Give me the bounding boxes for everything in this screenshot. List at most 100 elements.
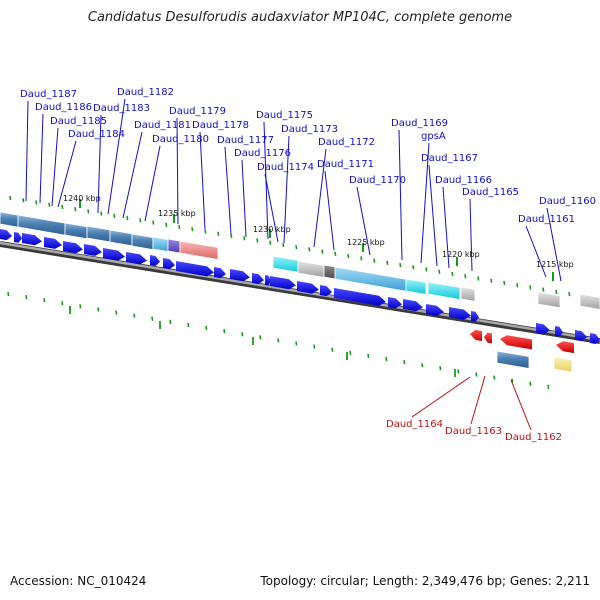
inner-tick bbox=[61, 301, 64, 306]
gene-label: Daud_1185 bbox=[50, 116, 107, 127]
kbp-tick-label: 1240 kbp bbox=[63, 194, 101, 203]
gene-label: Daud_1182 bbox=[117, 87, 174, 98]
gene-leader-line bbox=[470, 375, 486, 425]
gene-label: Daud_1170 bbox=[349, 175, 406, 186]
outer-tick bbox=[334, 251, 337, 257]
outer-tick bbox=[295, 245, 298, 250]
inner-tick bbox=[529, 381, 532, 386]
cog-band-blue bbox=[131, 233, 154, 251]
gene-leader-line bbox=[428, 164, 438, 267]
genome-summary-text: Topology: circular; Length: 2,349,476 bp… bbox=[260, 574, 590, 588]
inner-tick bbox=[187, 322, 190, 328]
cog-band-cyan bbox=[405, 278, 427, 295]
gene-leader-line bbox=[546, 207, 562, 282]
outer-tick bbox=[373, 258, 376, 263]
reverse-gene-arrow bbox=[556, 341, 574, 354]
outer-tick bbox=[529, 285, 532, 290]
cog-band-blue bbox=[496, 350, 530, 369]
gene-track bbox=[0, 229, 600, 354]
inner-tick bbox=[277, 338, 280, 343]
inner-tick bbox=[25, 294, 28, 300]
outer-tick bbox=[178, 224, 181, 230]
inner-tick bbox=[43, 298, 46, 303]
outer-tick bbox=[256, 238, 259, 243]
outer-tick bbox=[464, 274, 467, 279]
gene-leader-line bbox=[398, 129, 403, 261]
inner-tick bbox=[295, 341, 298, 346]
outer-tick bbox=[22, 198, 25, 203]
gene-label: Daud_1177 bbox=[217, 135, 274, 146]
forward-gene-arrow bbox=[163, 258, 175, 270]
gene-label: Daud_1164 bbox=[386, 419, 443, 430]
forward-gene-arrow bbox=[555, 326, 563, 337]
forward-gene-arrow bbox=[426, 304, 444, 316]
outer-tick bbox=[48, 202, 51, 207]
inner-tick bbox=[475, 372, 478, 377]
outer-tick bbox=[321, 249, 324, 254]
outer-tick bbox=[282, 242, 285, 248]
gene-label: Daud_1166 bbox=[435, 175, 492, 186]
gene-leader-line bbox=[176, 117, 179, 225]
gene-leader-line bbox=[25, 100, 29, 202]
forward-gene-arrow bbox=[176, 261, 214, 277]
gene-label: Daud_1171 bbox=[317, 159, 374, 170]
outer-tick bbox=[308, 247, 311, 252]
cog-band-cyan bbox=[272, 255, 299, 273]
inner-tick bbox=[367, 353, 370, 359]
gene-leader-line bbox=[324, 170, 335, 251]
inner-tick bbox=[241, 332, 244, 337]
inner-tick bbox=[511, 378, 514, 383]
outer-tick bbox=[425, 267, 428, 272]
outer-tick bbox=[204, 229, 207, 234]
gene-label: Daud_1186 bbox=[35, 102, 92, 113]
accession-text: Accession: NC_010424 bbox=[10, 574, 147, 588]
forward-gene-arrow bbox=[471, 311, 479, 322]
gene-leader-line bbox=[39, 113, 44, 204]
gene-leader-line bbox=[469, 198, 473, 272]
gene-label: Daud_1178 bbox=[192, 120, 249, 131]
forward-gene-arrow bbox=[536, 323, 550, 335]
reverse-gene-arrow bbox=[484, 332, 492, 344]
inner-tick bbox=[439, 366, 442, 371]
outer-tick bbox=[503, 280, 506, 286]
forward-gene-arrow bbox=[103, 248, 125, 261]
outer-tick bbox=[360, 256, 363, 261]
kbp-tick-layer: 1240 kbp 1235 kbp 1230 kbp 1225 kbp 1220 kbp… bbox=[7, 194, 597, 389]
forward-gene-arrow bbox=[252, 273, 264, 285]
inner-tick bbox=[133, 313, 136, 318]
outer-tick bbox=[477, 276, 480, 281]
forward-gene-arrow bbox=[449, 307, 471, 320]
gene-label: Daud_1183 bbox=[93, 103, 150, 114]
cog-band-blue bbox=[0, 211, 19, 228]
forward-gene-arrow bbox=[575, 330, 587, 342]
forward-gene-arrow bbox=[590, 333, 600, 344]
gene-label: Daud_1165 bbox=[462, 187, 519, 198]
gene-leader-line bbox=[510, 379, 532, 431]
cog-band-gray bbox=[297, 260, 325, 278]
inner-tick bbox=[313, 344, 316, 349]
kbp-tick-label: 1220 kbp bbox=[442, 250, 480, 259]
cog-band-gray bbox=[579, 293, 600, 310]
inner-tick bbox=[547, 384, 550, 389]
gene-label: Daud_1163 bbox=[445, 426, 502, 437]
forward-gene-arrow bbox=[63, 241, 83, 254]
outer-tick bbox=[61, 204, 64, 210]
outer-tick bbox=[165, 222, 168, 227]
forward-gene-arrow bbox=[126, 252, 147, 265]
outer-tick bbox=[438, 269, 441, 274]
kbp-tick-label: 1235 kbp bbox=[158, 209, 196, 218]
inner-tick bbox=[79, 304, 82, 309]
outer-tick bbox=[516, 283, 519, 288]
gene-label: Daud_1180 bbox=[152, 134, 209, 145]
inner-tick bbox=[7, 291, 10, 297]
gene-leader-line bbox=[97, 114, 102, 214]
inner-tick bbox=[331, 347, 334, 352]
cog-band-gray bbox=[460, 286, 476, 302]
outer-tick bbox=[555, 289, 558, 295]
gene-leader-line bbox=[51, 127, 59, 207]
cog-band-blue bbox=[109, 229, 133, 247]
outer-tick bbox=[126, 216, 129, 221]
reverse-gene-arrow bbox=[470, 329, 482, 342]
